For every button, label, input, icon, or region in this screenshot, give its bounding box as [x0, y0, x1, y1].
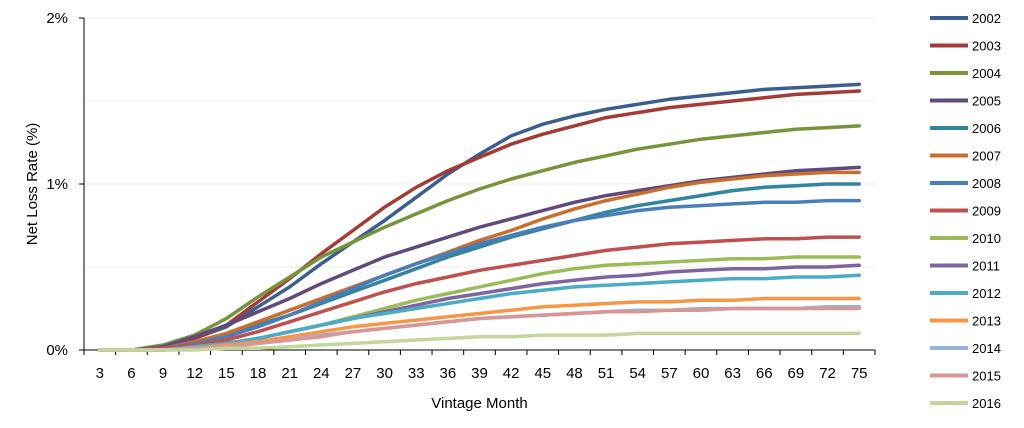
- legend-label-2009: 2009: [972, 204, 1001, 219]
- x-tick-label: 48: [566, 365, 583, 382]
- legend-label-2007: 2007: [972, 149, 1001, 164]
- gridlines: [84, 17, 875, 268]
- x-tick-labels: 3 6 9 12 15 18 21 24 27 30 33 36 39 42 45 48 51 54 57 60 63 6…: [83, 350, 876, 382]
- y-tick-label: 0%: [46, 342, 68, 359]
- legend-label-2010: 2010: [972, 231, 1001, 246]
- x-tick-label: 63: [724, 365, 741, 382]
- x-tick-label: 54: [629, 365, 646, 382]
- x-tick-label: 18: [250, 365, 267, 382]
- legend-label-2013: 2013: [972, 314, 1001, 329]
- x-tick-label: 72: [819, 365, 836, 382]
- x-tick-label: 51: [598, 365, 615, 382]
- y-tick-label: 2%: [46, 10, 68, 27]
- legend-label-2008: 2008: [972, 176, 1001, 191]
- legend-label-2003: 2003: [972, 39, 1001, 54]
- x-tick-label: 42: [503, 365, 520, 382]
- legend-label-2012: 2012: [972, 286, 1001, 301]
- x-tick-label: 3: [96, 365, 104, 382]
- x-tick-label: 36: [440, 365, 457, 382]
- x-tick-label: 15: [218, 365, 235, 382]
- series-line-2009: [98, 235, 861, 352]
- y-tick-label: 1%: [46, 176, 68, 193]
- series-line-2003: [98, 89, 861, 352]
- legend-label-2015: 2015: [972, 369, 1001, 384]
- series-line-2016: [98, 331, 861, 352]
- x-tick-label: 12: [186, 365, 203, 382]
- legend-label-2011: 2011: [972, 259, 1000, 274]
- legend-label-2004: 2004: [972, 66, 1001, 81]
- y-axis-title: Net Loss Rate (%): [24, 123, 41, 246]
- y-tick-labels: 0% 1% 2%: [46, 10, 84, 359]
- x-tick-label: 21: [281, 365, 298, 382]
- legend-label-2016: 2016: [972, 396, 1001, 411]
- x-tick-label: 60: [693, 365, 710, 382]
- x-tick-label: 66: [756, 365, 773, 382]
- legend-label-2014: 2014: [972, 341, 1001, 356]
- legend-label-2005: 2005: [972, 94, 1001, 109]
- x-tick-label: 27: [345, 365, 362, 382]
- x-tick-label: 24: [313, 365, 330, 382]
- series-lines: [98, 82, 861, 352]
- x-tick-label: 75: [851, 365, 868, 382]
- series-line-2004: [98, 124, 861, 352]
- legend-label-2002: 2002: [972, 11, 1001, 26]
- x-axis-title: Vintage Month: [431, 395, 527, 412]
- x-tick-label: 30: [376, 365, 393, 382]
- x-tick-label: 9: [159, 365, 167, 382]
- x-tick-label: 57: [661, 365, 678, 382]
- x-tick-label: 6: [127, 365, 135, 382]
- legend-label-2006: 2006: [972, 121, 1001, 136]
- x-tick-label: 39: [471, 365, 488, 382]
- series-line-2008: [98, 198, 861, 352]
- x-tick-label: 33: [408, 365, 425, 382]
- x-tick-label: 69: [788, 365, 805, 382]
- series-line-2007: [98, 170, 861, 352]
- legend: 2002 2003 2004 2005 2006 2007 2008 2009 2010 2011…: [930, 11, 1001, 411]
- x-tick-label: 45: [534, 365, 551, 382]
